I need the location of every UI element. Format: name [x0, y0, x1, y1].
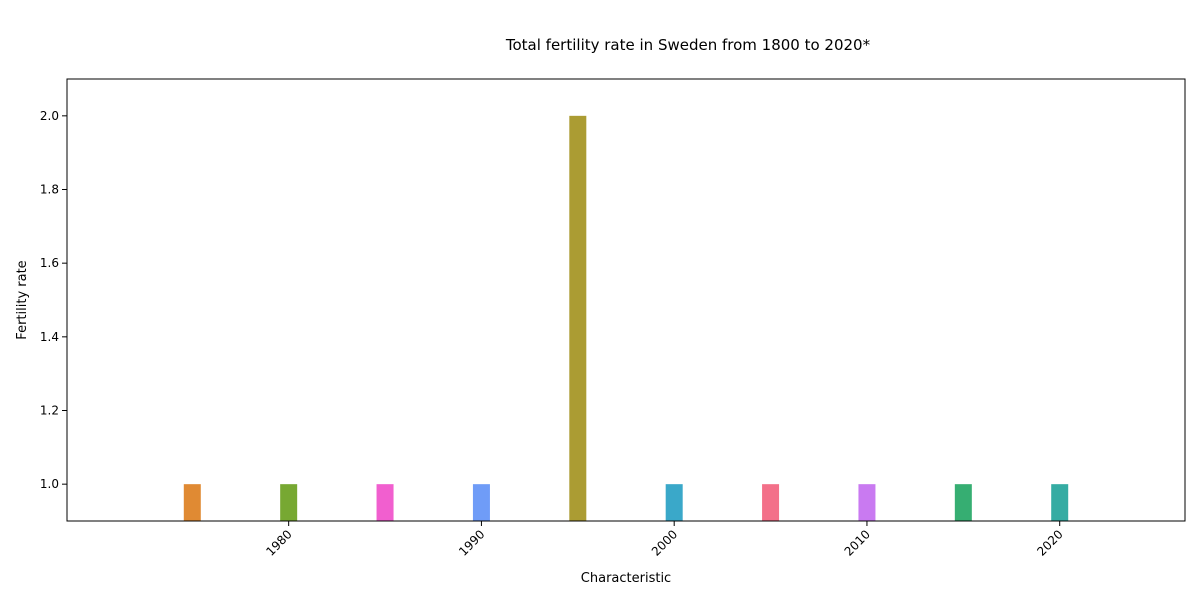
bar-1980 — [280, 484, 298, 521]
y-tick-label: 1.6 — [40, 256, 59, 270]
x-tick-label: 1990 — [456, 527, 487, 558]
bar-1995 — [569, 115, 587, 521]
bar-1990 — [472, 484, 490, 521]
x-tick-label: 2010 — [842, 527, 873, 558]
bar-2010 — [858, 484, 876, 521]
x-axis-label: Characteristic — [581, 571, 671, 586]
x-tick-label: 2020 — [1034, 527, 1065, 558]
bar-2020 — [1051, 484, 1069, 521]
x-axis: 1980 1990 2000 2010 2020 — [263, 521, 1066, 559]
bar-2015 — [954, 484, 972, 521]
chart-title: Total fertility rate in Sweden from 1800… — [505, 36, 871, 54]
plot-area-frame — [66, 78, 1186, 522]
y-tick-label: 1.4 — [40, 330, 59, 344]
y-tick-label: 2.0 — [40, 109, 59, 123]
bars-group — [183, 115, 1069, 521]
y-axis: 1.0 1.2 1.4 1.6 1.8 2.0 — [40, 109, 67, 491]
x-tick-label: 1980 — [263, 527, 294, 558]
y-tick-label: 1.2 — [40, 404, 59, 418]
y-tick-label: 1.0 — [40, 477, 59, 491]
x-tick-label: 2000 — [649, 527, 680, 558]
y-tick-label: 1.8 — [40, 183, 59, 197]
y-axis-label: Fertility rate — [15, 260, 30, 339]
bar-1975 — [183, 484, 201, 521]
bar-1985 — [376, 484, 394, 521]
bar-2005 — [762, 484, 780, 521]
bar-2000 — [665, 484, 683, 521]
